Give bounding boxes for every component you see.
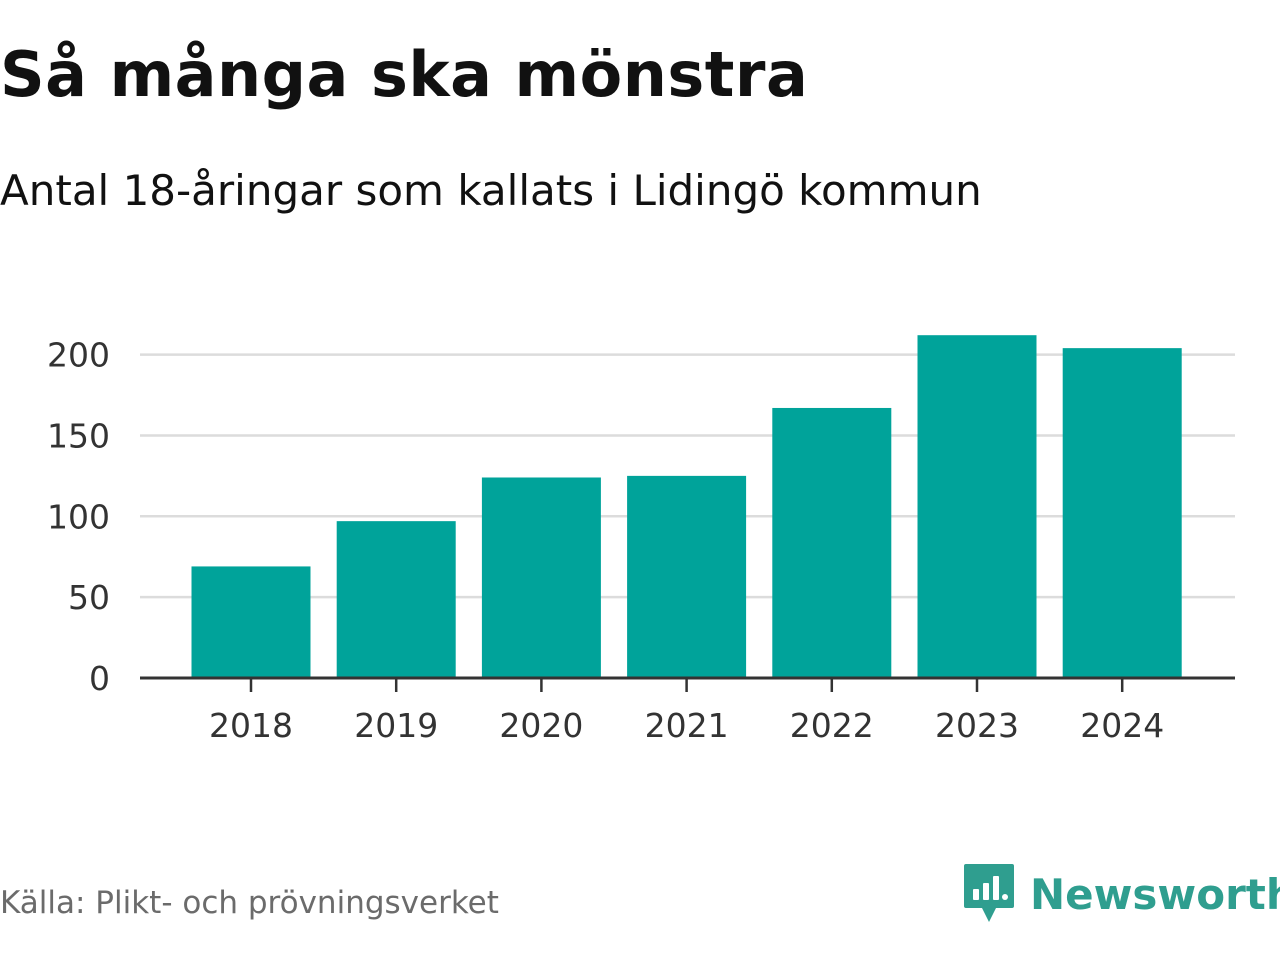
brand-logo[interactable]: Newsworthy <box>962 862 1280 926</box>
y-tick-label-150: 150 <box>47 416 110 455</box>
bar-2019 <box>336 521 456 678</box>
chart-title: Så många ska mönstra <box>0 38 809 111</box>
bar-2020 <box>481 477 601 678</box>
source-text: Källa: Plikt- och prövningsverket <box>0 885 499 921</box>
y-tick-label-100: 100 <box>47 497 110 536</box>
chart-subtitle: Antal 18-åringar som kallats i Lidingö k… <box>0 166 982 215</box>
brand-name: Newsworthy <box>1030 869 1280 919</box>
x-tick-label-2021: 2021 <box>645 706 729 745</box>
y-tick-label-0: 0 <box>89 659 110 698</box>
y-tick-label-200: 200 <box>47 336 110 375</box>
bar-2022 <box>772 407 892 678</box>
x-tick-label-2018: 2018 <box>209 706 293 745</box>
x-tick-label-2023: 2023 <box>935 706 1019 745</box>
y-tick-label-50: 50 <box>68 578 110 617</box>
x-tick-label-2019: 2019 <box>354 706 438 745</box>
newsworthy-logo-icon <box>964 864 1014 922</box>
bar-2024 <box>1062 348 1182 678</box>
bar-chart: 0 50 100 150 200 2018 2019 2020 2021 2022 2023 2024 <box>47 335 1235 745</box>
bar-2018 <box>191 566 311 678</box>
x-tick-label-2022: 2022 <box>790 706 874 745</box>
bar-2021 <box>627 475 747 678</box>
bar-2023 <box>917 335 1037 678</box>
x-tick-label-2024: 2024 <box>1080 706 1164 745</box>
x-tick-label-2020: 2020 <box>499 706 583 745</box>
